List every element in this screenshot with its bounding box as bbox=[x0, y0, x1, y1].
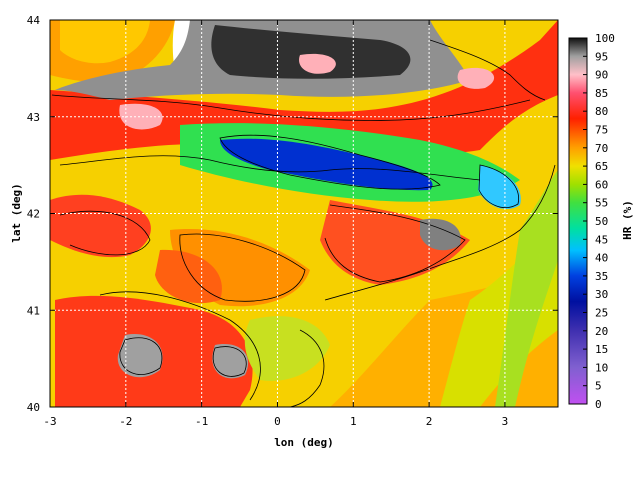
colorbar-tick-label: 85 bbox=[595, 87, 608, 100]
x-axis-title: lon (deg) bbox=[274, 436, 334, 449]
pink-patches-north bbox=[119, 53, 495, 130]
contour-line bbox=[59, 210, 151, 256]
contour-line bbox=[99, 291, 261, 401]
humid-band-north bbox=[50, 20, 558, 160]
colorbar-tick-label: 90 bbox=[595, 69, 608, 82]
colorbar-tick-label: 10 bbox=[595, 361, 608, 374]
contour-line bbox=[478, 164, 519, 208]
y-tick-label: 44 bbox=[27, 14, 41, 27]
x-tick-label: 3 bbox=[502, 415, 509, 428]
saturated-core-north bbox=[211, 25, 411, 79]
x-tick-label: 2 bbox=[426, 415, 433, 428]
contour-line bbox=[51, 94, 531, 121]
plot-area bbox=[50, 20, 558, 407]
sea-region-far-east bbox=[495, 170, 558, 407]
colorbar-tick-label: 5 bbox=[595, 380, 602, 393]
colorbar-tick-label: 60 bbox=[595, 178, 608, 191]
colorbar-tick-label: 65 bbox=[595, 160, 608, 173]
colorbar-tick-label: 30 bbox=[595, 288, 608, 301]
x-tick-label: -3 bbox=[43, 415, 56, 428]
x-tick-label: 1 bbox=[350, 415, 357, 428]
colorbar-tick-label: 75 bbox=[595, 124, 608, 137]
saturated-coast-east bbox=[420, 218, 461, 251]
x-tick-label: -2 bbox=[119, 415, 132, 428]
very-dry-core bbox=[220, 138, 433, 191]
contour-line bbox=[219, 134, 441, 190]
contour-line bbox=[324, 204, 466, 283]
humid-zone-coast bbox=[320, 200, 470, 285]
y-axis-title: lat (deg) bbox=[10, 183, 23, 243]
contour-line bbox=[324, 164, 556, 301]
colorbar-tick-label: 40 bbox=[595, 252, 608, 265]
moderate-zone-south bbox=[244, 316, 330, 381]
contour-lines bbox=[51, 39, 556, 407]
y-tick-label: 43 bbox=[27, 111, 40, 124]
colorbar-tick-label: 35 bbox=[595, 270, 608, 283]
colorbar-ticks: 0 5 10 15 20 25 30 35 40 45 50 55 60 65 70 75 80 85 90 95 10… bbox=[583, 32, 615, 411]
colorbar-tick-label: 100 bbox=[595, 32, 615, 45]
contour-line bbox=[59, 155, 481, 181]
x-tick-label: 0 bbox=[274, 415, 281, 428]
colorbar-tick-label: 70 bbox=[595, 142, 608, 155]
colorbar-tick-label: 55 bbox=[595, 197, 608, 210]
x-axis: -3 -2 -1 0 1 2 3 bbox=[43, 20, 508, 428]
colorbar-tick-label: 95 bbox=[595, 50, 608, 63]
y-tick-label: 41 bbox=[27, 304, 40, 317]
colorbar-tick-label: 25 bbox=[595, 307, 608, 320]
contour-line bbox=[429, 39, 546, 101]
dry-cyan-east bbox=[478, 165, 521, 210]
grid-lines bbox=[50, 20, 558, 407]
colorbar-tick-label: 80 bbox=[595, 105, 608, 118]
colorbar-title: HR (%) bbox=[621, 200, 634, 240]
colorbar-tick-label: 20 bbox=[595, 325, 608, 338]
contour-line bbox=[212, 346, 247, 377]
contour-line bbox=[179, 233, 306, 302]
contour-line bbox=[289, 329, 325, 407]
colorbar-tick-label: 15 bbox=[595, 343, 608, 356]
y-tick-label: 40 bbox=[27, 401, 40, 414]
colorbar-tick-label: 45 bbox=[595, 233, 608, 246]
colorbar-tick-label: 0 bbox=[595, 398, 602, 411]
y-tick-label: 42 bbox=[27, 208, 40, 221]
x-tick-label: -1 bbox=[195, 415, 208, 428]
y-axis: 40 41 42 43 44 bbox=[27, 14, 558, 414]
contour-line bbox=[119, 337, 163, 375]
bay-region-inner bbox=[60, 20, 150, 64]
colorbar-tick-label: 50 bbox=[595, 215, 608, 228]
